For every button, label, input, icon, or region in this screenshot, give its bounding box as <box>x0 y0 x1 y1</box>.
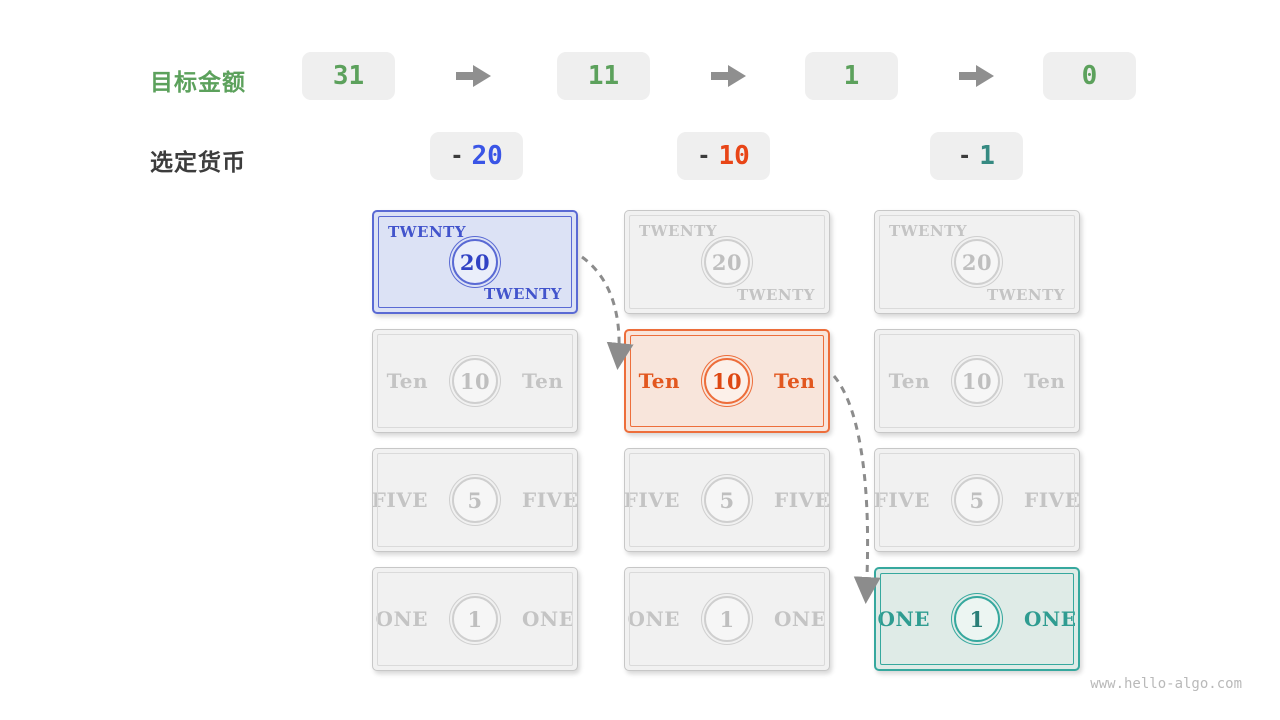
amount-value: 1 <box>843 61 860 91</box>
note-value-circle: 20 <box>954 239 1000 285</box>
note-one-col3-selected: ONE 1 ONE <box>874 567 1080 671</box>
note-word: Ten <box>638 369 680 393</box>
right-arrow-icon <box>959 65 994 87</box>
arrow-20-to-10 <box>581 255 634 370</box>
note-twenty-col1-selected: TWENTY 20 TWENTY <box>372 210 578 314</box>
deduction-box-20: - 20 <box>430 132 523 180</box>
amount-value: 31 <box>332 61 365 91</box>
note-value-circle: 10 <box>452 358 498 404</box>
note-word: TWENTY <box>986 286 1065 304</box>
amount-box-step0: 31 <box>302 52 395 100</box>
amount-box-step2: 1 <box>805 52 898 100</box>
note-word: TWENTY <box>639 222 718 240</box>
deduction-box-1: - 1 <box>930 132 1023 180</box>
note-word: ONE <box>774 607 827 631</box>
right-arrow-icon <box>711 65 746 87</box>
note-word: Ten <box>774 369 816 393</box>
note-word: Ten <box>522 369 564 393</box>
deduction-value: 1 <box>979 141 995 171</box>
watermark: www.hello-algo.com <box>1090 676 1242 692</box>
note-word: ONE <box>522 607 575 631</box>
deduction-value: 10 <box>718 141 750 171</box>
note-five-col1: FIVE 5 FIVE <box>372 448 578 552</box>
note-value-circle: 10 <box>954 358 1000 404</box>
note-word: ONE <box>375 607 428 631</box>
note-value-circle: 20 <box>704 239 750 285</box>
note-word: ONE <box>877 607 930 631</box>
deduction-box-10: - 10 <box>677 132 770 180</box>
note-value-circle: 20 <box>452 239 498 285</box>
selected-currency-label: 选定货币 <box>150 150 246 176</box>
note-word: Ten <box>386 369 428 393</box>
minus-sign: - <box>958 143 972 169</box>
note-value-circle: 1 <box>954 596 1000 642</box>
note-word: FIVE <box>371 488 428 512</box>
note-word: TWENTY <box>483 285 562 303</box>
minus-sign: - <box>697 143 711 169</box>
minus-sign: - <box>450 143 464 169</box>
note-word: FIVE <box>873 488 930 512</box>
note-word: TWENTY <box>388 223 467 241</box>
note-word: ONE <box>1024 607 1077 631</box>
note-word: FIVE <box>623 488 680 512</box>
note-one-col1: ONE 1 ONE <box>372 567 578 671</box>
note-word: TWENTY <box>736 286 815 304</box>
amount-value: 0 <box>1081 61 1098 91</box>
note-value-circle: 1 <box>452 596 498 642</box>
note-value-circle: 1 <box>704 596 750 642</box>
amount-box-step1: 11 <box>557 52 650 100</box>
note-value-circle: 5 <box>954 477 1000 523</box>
note-word: Ten <box>888 369 930 393</box>
note-ten-col3: Ten 10 Ten <box>874 329 1080 433</box>
target-amount-label: 目标金额 <box>150 70 246 96</box>
note-ten-col1: Ten 10 Ten <box>372 329 578 433</box>
note-value-circle: 10 <box>704 358 750 404</box>
note-word: FIVE <box>522 488 579 512</box>
note-one-col2: ONE 1 ONE <box>624 567 830 671</box>
note-twenty-col3: TWENTY 20 TWENTY <box>874 210 1080 314</box>
note-word: Ten <box>1024 369 1066 393</box>
note-word: ONE <box>627 607 680 631</box>
note-five-col2: FIVE 5 FIVE <box>624 448 830 552</box>
note-five-col3: FIVE 5 FIVE <box>874 448 1080 552</box>
note-ten-col2-selected: Ten 10 Ten <box>624 329 830 433</box>
arrow-10-to-1 <box>832 375 881 604</box>
note-word: FIVE <box>774 488 831 512</box>
note-value-circle: 5 <box>704 477 750 523</box>
note-value-circle: 5 <box>452 477 498 523</box>
note-word: FIVE <box>1024 488 1081 512</box>
amount-box-step3: 0 <box>1043 52 1136 100</box>
deduction-value: 20 <box>471 141 503 171</box>
note-twenty-col2: TWENTY 20 TWENTY <box>624 210 830 314</box>
note-word: TWENTY <box>889 222 968 240</box>
amount-value: 11 <box>587 61 620 91</box>
right-arrow-icon <box>456 65 491 87</box>
